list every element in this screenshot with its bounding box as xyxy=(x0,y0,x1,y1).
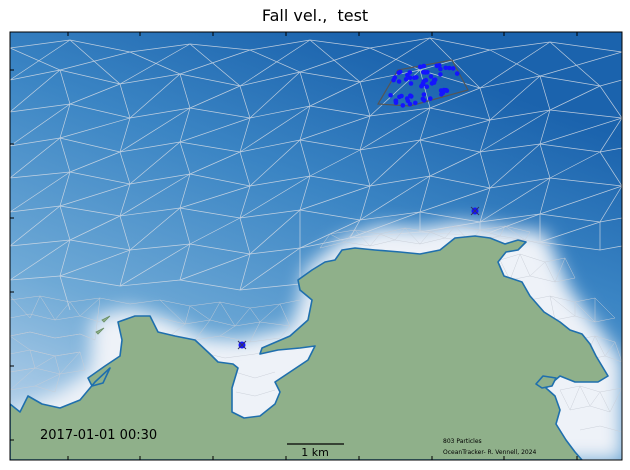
credit-label: OceanTracker- R. Vennell, 2024 xyxy=(443,449,537,456)
particle xyxy=(421,63,427,69)
particle xyxy=(438,72,443,77)
particle xyxy=(423,70,428,75)
particle-count-label: 803 Particles xyxy=(443,438,482,445)
offshore-rock-2 xyxy=(95,327,105,335)
particle xyxy=(396,79,402,84)
fine-mesh xyxy=(10,225,622,433)
particle xyxy=(423,77,429,83)
particle xyxy=(421,92,427,97)
particle xyxy=(403,77,409,82)
particle xyxy=(412,75,417,80)
particle xyxy=(418,64,423,70)
particle xyxy=(408,81,414,86)
particle xyxy=(397,94,402,100)
main-landmass xyxy=(10,235,609,460)
particle xyxy=(428,74,434,79)
land xyxy=(10,235,609,460)
plot-title: Fall vel., test xyxy=(261,6,369,25)
particle xyxy=(454,71,460,76)
particle xyxy=(392,75,398,80)
scale-bar-label: 1 km xyxy=(301,446,329,459)
particle xyxy=(404,96,410,101)
offshore-rock-1 xyxy=(101,315,111,323)
timestamp-label: 2017-01-01 00:30 xyxy=(40,428,157,443)
coarse-mesh xyxy=(10,37,622,311)
southern-island xyxy=(535,375,557,389)
particle xyxy=(424,84,430,89)
particle xyxy=(408,93,413,98)
particle xyxy=(443,65,449,71)
particle xyxy=(407,75,413,81)
particle xyxy=(405,72,410,78)
axis-ticks xyxy=(10,32,578,460)
particle xyxy=(388,93,393,98)
particle xyxy=(428,96,433,101)
particle xyxy=(441,87,447,93)
particle xyxy=(397,69,403,75)
particle xyxy=(407,101,413,107)
particle xyxy=(413,100,418,106)
particle xyxy=(393,98,399,104)
particle xyxy=(400,103,406,108)
particle xyxy=(447,65,452,71)
particle xyxy=(431,80,437,85)
particle xyxy=(421,98,427,103)
point-release-2 xyxy=(237,340,247,350)
axes-frame xyxy=(9,31,623,461)
particle xyxy=(450,66,456,71)
point-release-1 xyxy=(470,206,480,216)
particle xyxy=(438,66,443,72)
particle xyxy=(434,63,440,69)
particle-cloud xyxy=(388,63,460,108)
